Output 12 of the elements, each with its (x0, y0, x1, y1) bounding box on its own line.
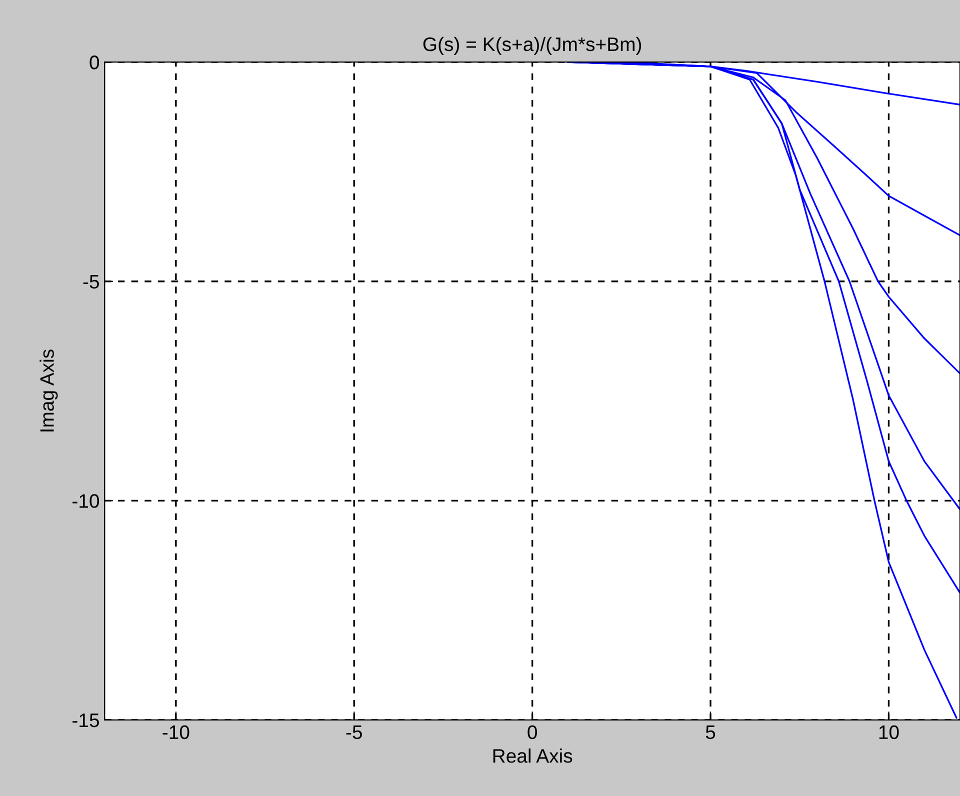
y-tick-label: -5 (83, 275, 99, 289)
x-tick-label: -10 (162, 725, 190, 740)
x-tick-label: 5 (706, 726, 716, 740)
x-tick-label: 10 (879, 725, 899, 740)
x-axis-title: Real Axis (493, 748, 572, 763)
y-tick-label: 0 (90, 56, 100, 70)
y-tick-label: -10 (72, 494, 100, 508)
x-tick-label: 0 (528, 725, 537, 740)
chart-title: G(s) = K(s+a)/(Jm*s+Bm) (423, 36, 642, 56)
y-axis-title: Imag Axis (40, 350, 58, 432)
y-tick-label: -15 (72, 714, 99, 728)
x-tick-label: -5 (346, 726, 362, 740)
